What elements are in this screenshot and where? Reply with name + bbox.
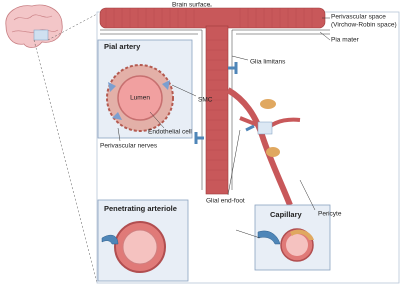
zoom-box [257,121,273,135]
label: (Virchow-Robin space) [331,22,397,29]
label: Perivascular space [331,14,386,21]
lumen-shape [286,234,308,256]
label: Brain surface [172,2,211,9]
pericyte-cell [266,147,280,157]
vessel-rings [105,8,313,28]
nerves [108,80,170,120]
pericyte-cell [260,99,276,109]
surface-vessel [99,7,326,29]
label: Perivascular nerves [100,143,158,150]
inset-title: Pial artery [104,42,141,51]
lumen-shape [117,75,163,121]
vessel-rings [206,39,228,181]
label: Glia limitans [250,59,286,66]
label: Pericyte [318,211,342,218]
label: Glial end-foot [206,198,245,205]
pericyte-cell [290,229,314,240]
lumen-shape [122,229,158,265]
inset-title: Capillary [270,210,303,219]
label: Pia mater [331,37,360,44]
branch-vessel [226,87,293,207]
glial-foot [257,230,281,245]
label: Endothelial cell [148,129,192,136]
glial-foot [194,132,204,144]
leader-line [117,5,331,239]
glial-foot [101,234,119,245]
inset-title: Penetrating arteriole [104,204,177,213]
glial-foot [245,124,255,132]
label: SMC [198,97,213,104]
label: Lumen [130,95,150,102]
brain-icon [5,4,63,48]
glial-foot [228,62,238,74]
zoom-lines [33,13,98,284]
